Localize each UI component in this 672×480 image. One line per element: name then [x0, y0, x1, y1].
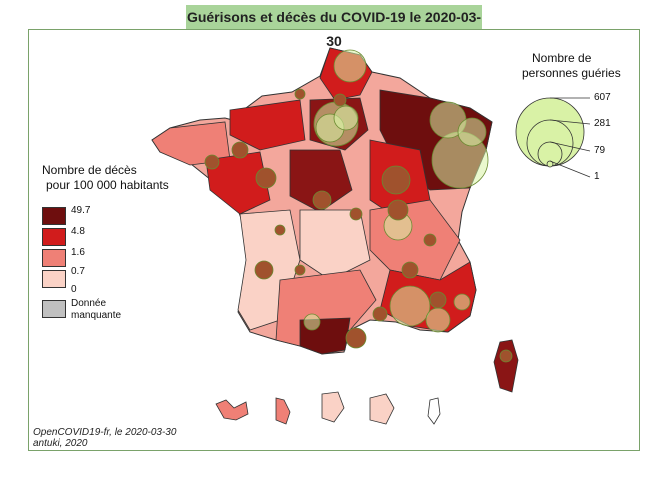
region-pays-loire — [205, 151, 271, 215]
bubble — [389, 285, 431, 327]
recovered-dots — [204, 88, 513, 363]
bubble-dot — [254, 260, 274, 280]
bubble — [333, 49, 367, 83]
bubble-dot — [429, 291, 447, 309]
size-legend-line — [549, 160, 591, 178]
region-normandie — [229, 99, 306, 151]
size-legend — [515, 97, 591, 178]
bubble-dot — [294, 264, 306, 276]
bubble-dot — [423, 233, 437, 247]
bubble-dot — [312, 190, 332, 210]
recovered-legend-title-1: Nombre de — [532, 51, 592, 65]
deaths-legend-title-1: Nombre de décès — [42, 163, 137, 177]
bubble-dot — [381, 165, 411, 195]
reunion — [369, 393, 395, 425]
bubble-dot — [294, 88, 306, 100]
bubble — [303, 313, 321, 331]
recovered-bubbles — [303, 49, 489, 333]
deaths-class-label: 4.8 — [71, 226, 85, 237]
size-legend-line — [549, 119, 591, 125]
region-massif — [299, 209, 371, 281]
missing-data-label-2: manquante — [71, 310, 122, 321]
size-legend-label: 281 — [594, 118, 611, 129]
deaths-class-swatch — [42, 249, 66, 267]
deaths-class-label: 0 — [71, 284, 77, 295]
deaths-legend-title-2: pour 100 000 habitants — [46, 178, 169, 192]
bubble-dot — [255, 167, 277, 189]
recovered-legend-title-2: personnes guéries — [522, 66, 621, 80]
bubble-dot — [499, 349, 513, 363]
size-legend-label: 607 — [594, 92, 611, 103]
corsica — [493, 339, 519, 393]
overseas-territories — [215, 391, 441, 425]
map-title: Guérisons et décès du COVID-19 le 2020-0… — [186, 5, 482, 49]
credit-source: OpenCOVID19-fr, le 2020-03-30 — [33, 427, 177, 438]
bubble-dot — [231, 141, 249, 159]
deaths-class-label: 0.7 — [71, 266, 85, 277]
missing-data-swatch — [42, 300, 66, 318]
bubble-dot — [333, 93, 347, 107]
bubble-dot — [401, 261, 419, 279]
bubble — [425, 307, 451, 333]
bubble — [453, 293, 471, 311]
bubble-dot — [387, 199, 409, 221]
region-centre — [289, 149, 353, 213]
bubble-dot — [274, 224, 286, 236]
deaths-class-swatch — [42, 270, 66, 288]
mayotte — [427, 397, 441, 425]
bubble-dot — [349, 207, 363, 221]
bubble — [333, 105, 359, 131]
bubble-dot — [204, 154, 220, 170]
size-legend-label: 1 — [594, 171, 600, 182]
deaths-class-swatch — [42, 228, 66, 246]
size-legend-label: 79 — [594, 145, 606, 156]
deaths-class-label: 49.7 — [71, 205, 91, 216]
bubble-dot — [345, 327, 367, 349]
martinique — [275, 397, 291, 425]
bubble — [457, 117, 487, 147]
bubble-dot — [372, 306, 388, 322]
map-frame — [28, 29, 640, 451]
deaths-class-label: 1.6 — [71, 247, 85, 258]
size-legend-line — [549, 141, 591, 152]
guyane — [321, 391, 345, 423]
missing-data-label-1: Donnée — [71, 298, 107, 309]
guadeloupe — [215, 399, 249, 421]
deaths-class-swatch — [42, 207, 66, 225]
credit-author: antuki, 2020 — [33, 438, 88, 449]
